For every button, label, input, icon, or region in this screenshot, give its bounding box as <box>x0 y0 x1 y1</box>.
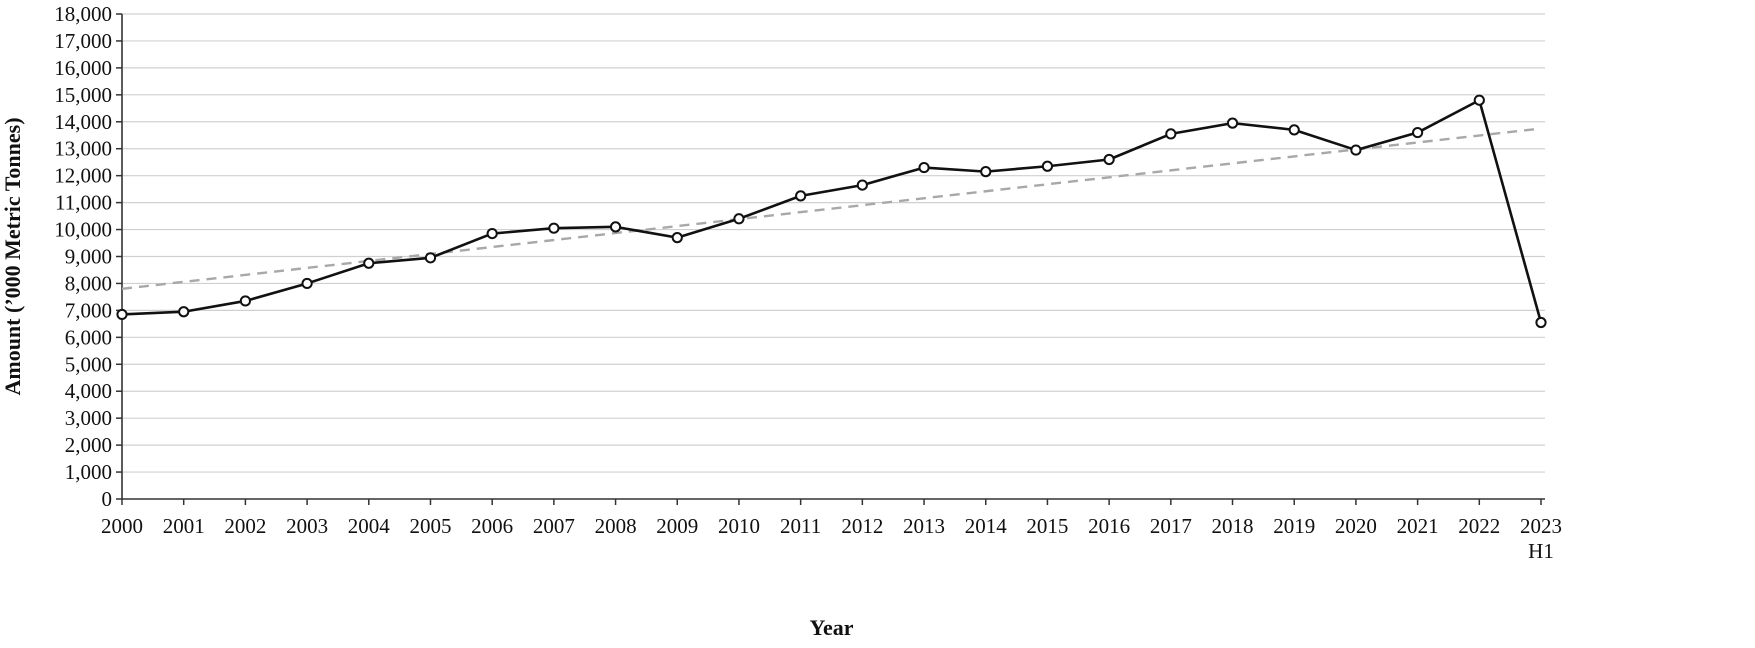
y-tick-label: 0 <box>102 487 113 511</box>
data-point <box>609 221 622 233</box>
tick-labels: 0 1,000 2,000 3,000 4,000 5,000 6,000 7,000 8,00… <box>54 2 1562 563</box>
x-tick-label: 2006 <box>471 514 513 538</box>
y-tick-label: 11,000 <box>55 191 112 215</box>
x-tick-label: 2009 <box>656 514 698 538</box>
data-point <box>918 161 930 174</box>
data-point <box>980 166 992 178</box>
y-tick-label: 6,000 <box>65 325 112 349</box>
series-line <box>121 98 1543 323</box>
x-tick-label: 2010 <box>718 514 760 538</box>
x-axis-title: Year <box>810 615 854 640</box>
y-tick-label: 7,000 <box>65 298 112 322</box>
y-tick-label: 9,000 <box>65 245 112 269</box>
y-tick-label: 14,000 <box>54 110 112 134</box>
y-tick-label: 1,000 <box>65 460 112 484</box>
data-point <box>1041 160 1054 172</box>
x-tick-label: 2014 <box>965 514 1008 538</box>
data-point <box>1350 144 1362 156</box>
x-tick-label: 2017 <box>1150 514 1192 538</box>
y-tick-label: 12,000 <box>54 164 112 188</box>
y-tick-label: 5,000 <box>65 352 112 376</box>
data-point <box>178 306 190 318</box>
series-group <box>116 94 1547 329</box>
axes <box>116 13 1545 505</box>
gridlines <box>122 13 1545 473</box>
trendline-group <box>121 127 1542 291</box>
x-tick-label: 2022 <box>1458 514 1500 538</box>
x-tick-label: 2011 <box>780 514 821 538</box>
y-tick-label: 4,000 <box>65 379 112 403</box>
y-tick-label: 8,000 <box>65 271 112 295</box>
x-tick-label: 2007 <box>533 514 575 538</box>
x-tick-label: 2004 <box>348 514 391 538</box>
x-tick-label: 2018 <box>1212 514 1254 538</box>
data-point <box>239 295 251 307</box>
x-tick-label: 2019 <box>1273 514 1315 538</box>
x-tick-label: 2000 <box>101 514 143 538</box>
x-tick-label: 2021 <box>1397 514 1439 538</box>
data-point <box>548 222 560 234</box>
y-tick-label: 10,000 <box>54 218 112 242</box>
x-tick-label: 2023 <box>1520 514 1562 538</box>
data-point <box>363 257 375 269</box>
x-tick-label: 2013 <box>903 514 945 538</box>
data-point <box>671 232 683 244</box>
y-tick-label: 2,000 <box>65 433 112 457</box>
data-point <box>1226 117 1239 129</box>
data-point <box>486 227 498 240</box>
x-tick-label: 2002 <box>224 514 266 538</box>
y-tick-label: 18,000 <box>54 2 112 26</box>
x-tick-label: 2016 <box>1088 514 1130 538</box>
data-point <box>116 308 128 321</box>
data-point <box>795 190 807 202</box>
y-tick-label: 15,000 <box>54 83 112 107</box>
data-point <box>1473 94 1485 106</box>
data-point <box>1165 128 1177 140</box>
x-tick-label: 2008 <box>595 514 637 538</box>
x-tick-label: 2001 <box>163 514 205 538</box>
data-point <box>301 277 313 290</box>
y-tick-label: 13,000 <box>54 137 112 161</box>
x-tick-label: 2005 <box>409 514 451 538</box>
data-point <box>1103 153 1115 166</box>
x-tick-label: 2015 <box>1026 514 1068 538</box>
y-tick-label: 3,000 <box>65 406 112 430</box>
trendline <box>121 127 1542 291</box>
data-point <box>733 213 745 225</box>
data-point <box>1288 124 1300 136</box>
data-point <box>1535 316 1547 329</box>
data-point <box>424 252 437 264</box>
x-tick-sublabel: H1 <box>1528 539 1554 563</box>
x-tick-label: 2012 <box>841 514 883 538</box>
x-tick-label: 2020 <box>1335 514 1377 538</box>
x-tick-label: 2003 <box>286 514 328 538</box>
y-tick-label: 16,000 <box>54 56 112 80</box>
data-point <box>1412 126 1424 139</box>
data-point <box>856 179 868 191</box>
y-tick-label: 17,000 <box>54 29 112 53</box>
y-axis-title: Amount (’000 Metric Tonnes) <box>0 117 25 395</box>
